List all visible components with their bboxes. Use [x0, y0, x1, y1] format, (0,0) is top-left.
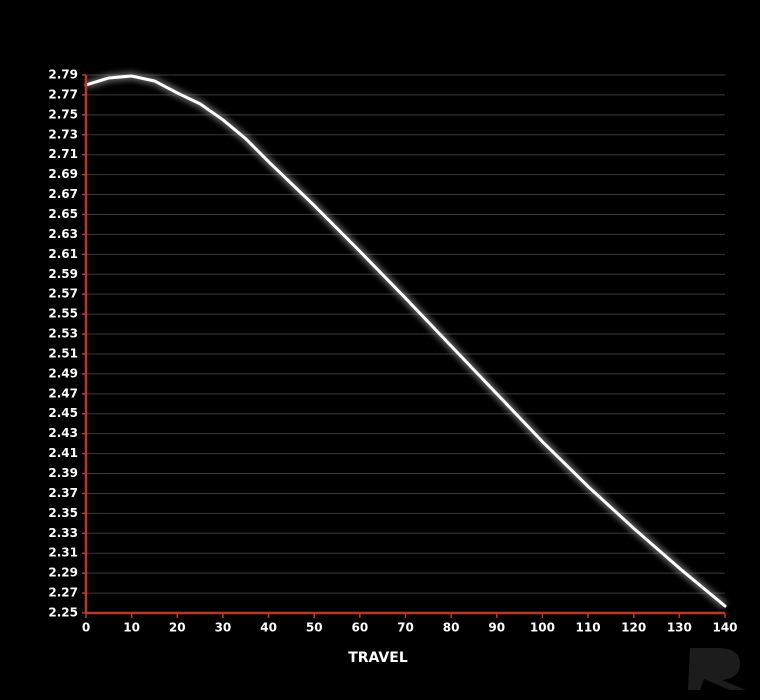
y-tick-label: 2.33	[48, 526, 78, 540]
x-tick-label: 100	[530, 621, 555, 635]
x-tick-label: 130	[667, 621, 692, 635]
x-axis-label: TRAVEL	[348, 650, 408, 666]
y-tick-label: 2.43	[48, 426, 78, 440]
y-tick-label: 2.51	[48, 346, 78, 360]
y-tick-label: 2.79	[48, 68, 78, 82]
y-tick-label: 2.75	[48, 107, 78, 121]
y-tick-label: 2.29	[48, 566, 78, 580]
plot	[84, 72, 728, 610]
x-tick-label: 110	[576, 621, 601, 635]
x-tick-label: 120	[621, 621, 646, 635]
y-tick-label: 2.35	[48, 506, 78, 520]
x-tick-label: 70	[397, 621, 414, 635]
x-tick-label: 20	[169, 621, 186, 635]
y-tick-label: 2.37	[48, 486, 78, 500]
x-tick-label: 50	[306, 621, 323, 635]
x-tick-label: 90	[488, 621, 505, 635]
x-tick-label: 60	[352, 621, 369, 635]
y-tick-label: 2.47	[48, 386, 78, 400]
y-tick-label: 2.73	[48, 127, 78, 141]
y-tick-label: 2.53	[48, 327, 78, 341]
grid	[86, 74, 725, 614]
x-tick-label: 10	[123, 621, 140, 635]
y-tick-label: 2.71	[48, 147, 78, 161]
x-tick-label: 140	[712, 621, 737, 635]
data-line	[84, 74, 727, 608]
y-tick-label: 2.55	[48, 307, 78, 321]
y-tick-label: 2.31	[48, 546, 78, 560]
y-tick-label: 2.57	[48, 287, 78, 301]
y-tick-label: 2.25	[48, 606, 78, 620]
watermark-logo	[688, 648, 746, 690]
x-tick-label: 80	[443, 621, 460, 635]
y-tick-label: 2.45	[48, 406, 78, 420]
x-tick-label: 30	[215, 621, 232, 635]
axes: 2.25 2.27 2.29 2.31 2.33 2.35 2.37 2.39 2.41 2.43…	[48, 68, 737, 635]
y-tick-label: 2.67	[48, 187, 78, 201]
y-tick-label: 2.69	[48, 167, 78, 181]
y-tick-label: 2.63	[48, 227, 78, 241]
y-tick-label: 2.61	[48, 247, 78, 261]
x-tick-label: 40	[260, 621, 277, 635]
y-tick-label: 2.65	[48, 207, 78, 221]
y-tick-label: 2.77	[48, 87, 78, 101]
y-tick-label: 2.27	[48, 586, 78, 600]
y-tick-label: 2.59	[48, 267, 78, 281]
y-tick-label: 2.39	[48, 466, 78, 480]
y-tick-label: 2.41	[48, 446, 78, 460]
y-tick-label: 2.49	[48, 366, 78, 380]
x-tick-label: 0	[82, 621, 90, 635]
